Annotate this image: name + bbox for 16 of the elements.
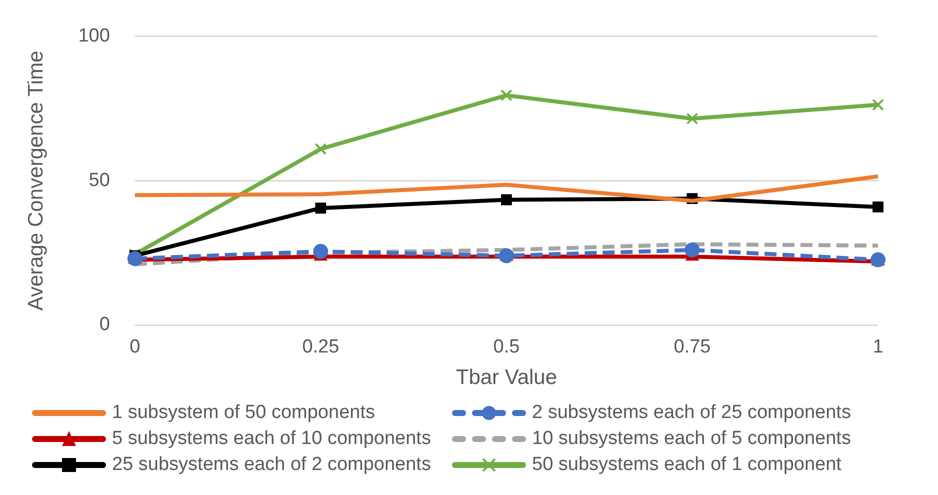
y-tick-label: 50 [88, 170, 110, 191]
x-axis-title: Tbar Value [456, 366, 558, 390]
legend-label: 25 subsystems each of 2 components [112, 454, 431, 476]
x-tick-label: 0.75 [674, 336, 711, 358]
legend-label: 50 subsystems each of 1 component [532, 454, 842, 476]
legend-label: 5 subsystems each of 10 components [112, 428, 431, 450]
legend-label: 10 subsystems each of 5 components [532, 428, 851, 450]
x-tick-label: 0 [130, 336, 140, 358]
y-axis-title: Average Convergence Time [24, 50, 48, 311]
x-tick-label: 1 [872, 336, 884, 358]
legend-label: 2 subsystems each of 25 components [532, 402, 851, 424]
x-tick-label: 0.25 [302, 336, 340, 358]
y-tick-label: 0 [99, 314, 110, 336]
x-tick-label: 0.5 [493, 336, 520, 358]
y-tick-label: 100 [78, 26, 110, 47]
legend-label: 1 subsystem of 50 components [112, 402, 375, 424]
